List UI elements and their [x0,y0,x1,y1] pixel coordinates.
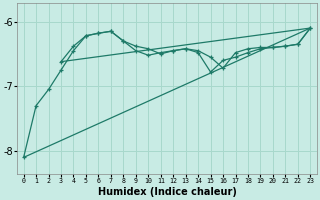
X-axis label: Humidex (Indice chaleur): Humidex (Indice chaleur) [98,187,236,197]
